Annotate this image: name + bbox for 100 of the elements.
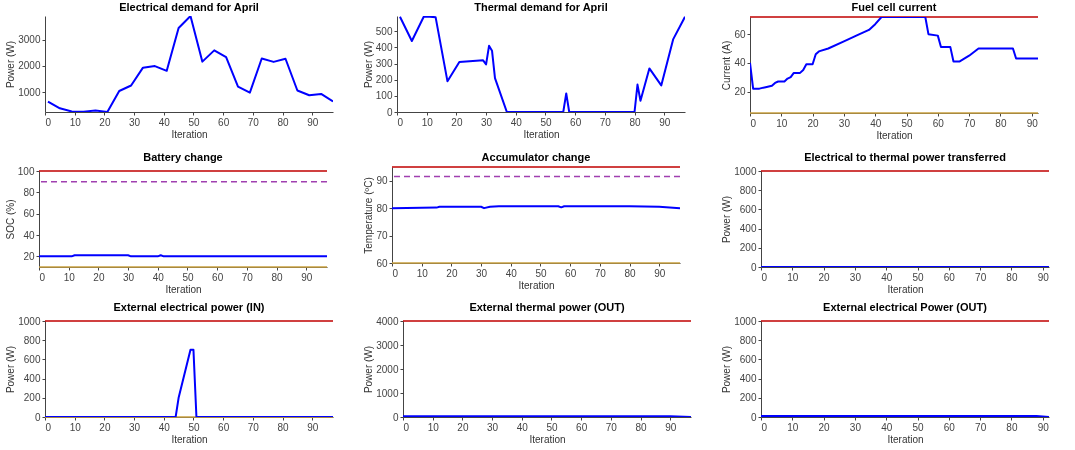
x-axis-title: Iteration [887,433,924,445]
x-tick-label: 0 [45,421,52,433]
x-tick-label: 20 [457,421,469,433]
x-tick-label: 50 [912,421,925,433]
x-tick-label: 80 [1006,421,1018,433]
x-tick-label: 50 [546,421,558,433]
x-tick-label: 20 [818,271,831,283]
x-tick-label: 40 [881,421,893,433]
y-axis-title: Power (W) [721,195,733,244]
y-tick-label: 20 [23,250,35,262]
y-tick-label: 90 [376,175,388,187]
x-tick-label: 60 [212,271,224,283]
x-tick-label: 90 [1037,421,1050,433]
chart-title: Accumulator change [481,151,591,164]
x-tick-label: 30 [849,421,862,433]
x-tick-label: 10 [787,421,799,433]
y-tick-label: 400 [739,223,757,235]
y-tick-label: 3000 [18,34,41,46]
x-tick-label: 30 [487,421,499,433]
y-tick-label: 400 [739,373,757,385]
y-tick-label: 60 [734,28,746,40]
y-tick-label: 100 [375,90,393,102]
y-tick-label: 1000 [376,387,399,399]
x-tick-label: 80 [277,116,290,128]
x-tick-label: 90 [1026,117,1039,129]
x-tick-label: 90 [307,421,319,433]
x-tick-label: 70 [241,271,254,283]
x-tick-label: 40 [505,267,518,279]
y-tick-label: 400 [375,41,393,53]
y-tick-label: 40 [734,57,746,69]
x-tick-label: 80 [635,421,648,433]
x-axis-title: Iteration [523,128,560,140]
chart-title: Battery change [143,151,223,163]
x-tick-label: 20 [446,267,458,279]
x-tick-label: 60 [565,267,577,279]
x-tick-label: 60 [576,421,588,433]
y-tick-label: 0 [386,106,393,118]
y-axis-title: Current (A) [721,40,733,91]
y-axis-title: Temperature (ºC) [363,177,375,254]
x-tick-label: 30 [481,116,493,128]
x-tick-label: 30 [129,421,141,433]
y-axis-title: Power (W) [5,345,17,394]
x-tick-label: 90 [301,271,313,283]
x-tick-label: 80 [995,117,1007,129]
x-tick-label: 10 [416,267,429,279]
x-tick-label: 0 [761,421,768,433]
x-tick-label: 90 [659,116,671,128]
x-tick-label: 90 [665,421,677,433]
x-tick-label: 10 [421,116,434,128]
chart-title: Fuel cell current [851,1,937,14]
y-axis-title: Power (W) [5,40,17,89]
y-tick-label: 200 [739,392,757,404]
x-tick-label: 0 [45,116,52,128]
x-tick-label: 50 [188,116,200,128]
x-tick-label: 60 [218,421,230,433]
chart-title: Electrical to thermal power transferred [804,151,1006,163]
x-tick-label: 20 [99,116,111,128]
x-tick-label: 50 [188,421,200,433]
x-tick-label: 30 [129,116,141,128]
y-tick-label: 400 [23,373,41,385]
x-tick-label: 20 [807,117,820,129]
x-tick-label: 70 [975,421,987,433]
y-tick-label: 600 [739,203,757,215]
y-tick-label: 0 [392,411,399,423]
x-tick-label: 70 [964,117,976,129]
y-axis-title: SOC (%) [4,199,16,240]
y-tick-label: 80 [23,186,35,198]
x-tick-label: 90 [654,267,666,279]
y-tick-label: 3000 [376,339,399,351]
x-tick-label: 30 [123,271,135,283]
x-tick-label: 10 [69,116,82,128]
x-tick-label: 70 [605,421,618,433]
chart-title: External thermal power (OUT) [469,301,625,313]
x-tick-label: 40 [152,271,165,283]
y-tick-label: 0 [750,411,757,423]
x-tick-label: 90 [307,116,319,128]
chart-title: External electrical power (IN) [113,301,265,313]
y-tick-label: 60 [376,257,388,269]
x-axis-title: Iteration [165,283,202,295]
x-tick-label: 80 [624,267,637,279]
x-tick-label: 40 [510,116,523,128]
x-tick-label: 60 [932,117,945,129]
x-tick-label: 90 [1037,271,1050,283]
x-axis-title: Iteration [529,433,566,445]
x-tick-label: 50 [901,117,914,129]
x-tick-label: 10 [69,421,82,433]
y-tick-label: 80 [376,202,388,214]
y-tick-label: 2000 [18,60,41,72]
y-tick-label: 200 [739,242,757,254]
y-tick-label: 1000 [18,315,41,327]
line-series [398,16,685,112]
x-tick-label: 70 [247,421,260,433]
x-tick-label: 80 [629,116,642,128]
y-tick-label: 1000 [734,165,757,177]
chart-title: Electrical demand for April [119,1,259,13]
chart-title: External electrical Power (OUT) [823,301,988,313]
x-tick-label: 20 [451,116,463,128]
line-series [46,16,333,112]
x-tick-label: 30 [849,271,862,283]
x-axis-title: Iteration [171,433,208,445]
